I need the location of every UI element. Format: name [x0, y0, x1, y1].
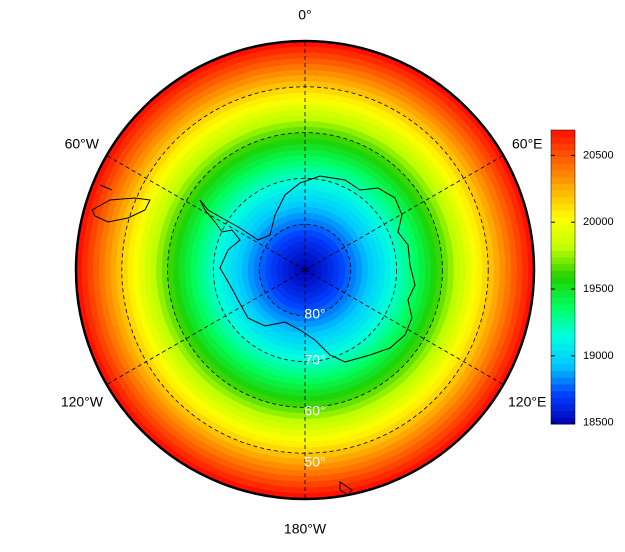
colorbar-step: [551, 156, 575, 164]
longitude-label: 60°W: [65, 136, 100, 152]
latitude-labels: 80° 70° 60° 50°: [304, 306, 325, 470]
meridian-line: [304, 155, 504, 271]
colorbar-step: [551, 270, 575, 278]
colorbar-step: [551, 150, 575, 158]
colorbar-step: [551, 263, 575, 271]
longitude-label: 180°W: [284, 521, 327, 537]
meridian-line: [304, 269, 504, 385]
colorbar-step: [551, 370, 575, 378]
colorbar-step: [551, 230, 575, 238]
latitude-label: 50°: [304, 454, 325, 470]
colorbar-step: [551, 130, 575, 138]
colorbar-step: [551, 190, 575, 198]
colorbar-step: [551, 170, 575, 178]
longitude-label: 60°E: [512, 136, 543, 152]
latitude-line: [167, 132, 443, 408]
colorbar-frame: [550, 129, 576, 425]
latitude-label: 60°: [304, 403, 325, 419]
latitude-label: 70°: [304, 352, 325, 368]
colorbar-step: [551, 223, 575, 231]
colorbar-step: [551, 283, 575, 291]
colorbar-step: [551, 383, 575, 392]
colorbar-tick-label: 18500: [583, 417, 614, 429]
colorbar-step: [551, 350, 575, 358]
colorbar-step: [551, 176, 575, 184]
colorbar-step: [551, 303, 575, 311]
colorbar-step: [551, 410, 575, 418]
colorbar-tick-label: 20500: [583, 149, 614, 161]
colorbar-step: [551, 357, 575, 365]
coastline: [199, 175, 416, 363]
colorbar-step: [551, 363, 575, 372]
longitude-label: 120°W: [61, 394, 104, 410]
colorbar-step: [551, 403, 575, 412]
colorbar-step: [551, 390, 575, 398]
colorbar-step: [551, 203, 575, 211]
colorbar-tick-label: 19500: [583, 283, 614, 295]
colorbar-step: [551, 337, 575, 345]
colorbar-step: [551, 330, 575, 338]
longitude-label: 120°E: [508, 394, 546, 410]
colorbar-step: [551, 183, 575, 191]
graticule: [106, 41, 504, 499]
colorbar-step: [551, 216, 575, 225]
colorbar-step: [551, 417, 575, 425]
map-boundary: [74, 39, 536, 501]
colorbar-step: [551, 323, 575, 331]
colorbar-step: [551, 310, 575, 318]
colorbar-step: [551, 143, 575, 151]
colorbar-step: [551, 256, 575, 265]
colorbar-step: [551, 317, 575, 325]
colorbar-tick-label: 19000: [583, 350, 614, 362]
latitude-label: 80°: [304, 306, 325, 322]
longitude-label: 0°: [298, 7, 311, 23]
longitude-labels: 0° 60°E 120°E 180°W 120°W 60°W: [61, 7, 546, 537]
colorbar-step: [551, 277, 575, 285]
colorbar-step: [551, 136, 575, 144]
colorbar-step: [551, 250, 575, 258]
colorbar-step: [551, 243, 575, 251]
colorbar: 18500 19000 19500 20000 20500: [550, 129, 614, 429]
colorbar-tick-label: 20000: [583, 216, 614, 228]
colorbar-step: [551, 343, 575, 351]
colorbar-step: [551, 297, 575, 305]
colorbar-step: [551, 210, 575, 218]
meridian-line: [106, 155, 306, 271]
colorbar-step: [551, 236, 575, 245]
meridian-line: [106, 269, 306, 385]
colorbar-step: [551, 377, 575, 385]
colorbar-step: [551, 163, 575, 171]
colorbar-step: [551, 397, 575, 405]
colorbar-step: [551, 290, 575, 298]
colorbar-step: [551, 196, 575, 204]
